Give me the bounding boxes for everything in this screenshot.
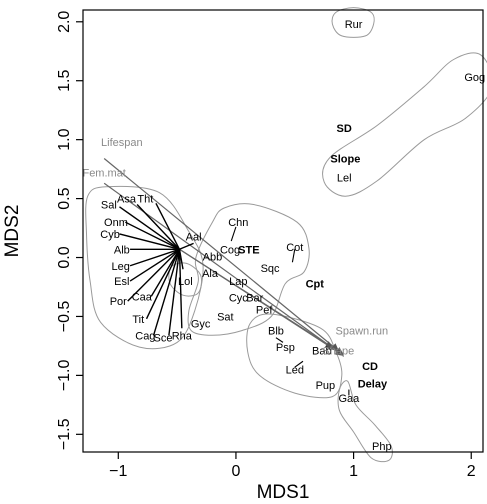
species-ray	[127, 248, 180, 302]
y-tick-label: −0.5	[56, 301, 73, 333]
leader-line	[230, 226, 237, 242]
species-label-pef: Pef	[256, 304, 273, 316]
species-ray	[155, 202, 181, 250]
group-hulls	[85, 7, 487, 463]
species-label-cyc: Cyc	[229, 293, 248, 305]
species-ray	[168, 249, 181, 336]
x-tick-label: 0	[231, 463, 240, 480]
hull-left-cluster	[85, 185, 204, 350]
vector-label-shape: Shape	[322, 346, 354, 358]
species-label-aal: Aal	[186, 231, 202, 243]
group-label-cd: CD	[362, 361, 378, 373]
species-label-bab: Bab	[312, 346, 332, 358]
lifespan-vector-line	[103, 158, 340, 352]
vector-label-lifespan: Lifespan	[101, 137, 143, 149]
leader-line	[294, 360, 304, 368]
species-label-lol: Lol	[178, 276, 193, 288]
hull-rur	[331, 7, 375, 38]
species-label-alb: Alb	[114, 244, 130, 256]
species-label-cot: Cot	[286, 242, 303, 254]
vector-arrows	[103, 158, 350, 396]
species-label-tit: Tit	[132, 314, 144, 326]
species-label-blb: Blb	[268, 326, 284, 338]
species-ray	[129, 248, 180, 267]
y-tick-label: −1.5	[56, 418, 73, 450]
species-label-asa: Asa	[117, 194, 137, 206]
species-ray	[152, 249, 181, 336]
y-tick-label: −1.0	[56, 359, 73, 391]
hull-gog-lel	[322, 52, 487, 197]
group-label-cpt: Cpt	[306, 278, 325, 290]
hull-ste-cluster	[187, 203, 310, 336]
species-label-lel: Lel	[337, 172, 352, 184]
hull-delay-cluster	[337, 380, 393, 463]
leader-line	[275, 337, 284, 343]
species-ray	[145, 248, 181, 320]
group-label-sd: SD	[337, 123, 352, 135]
species-label-sal: Sal	[101, 199, 117, 211]
species-label-caa: Caa	[132, 291, 153, 303]
y-tick-label: 0.0	[56, 246, 73, 268]
species-label-sqc: Sqc	[261, 263, 280, 275]
species-label-bar: Bar	[246, 293, 263, 305]
species-label-abb: Abb	[203, 251, 223, 263]
group-label-delay: Delay	[358, 379, 388, 391]
y-tick-label: 1.0	[56, 128, 73, 150]
species-label-leg: Leg	[111, 261, 129, 273]
species-label-onm: Onm	[104, 217, 128, 229]
species-label-pup: Pup	[316, 380, 336, 392]
species-label-chn: Chn	[228, 217, 248, 229]
species-label-rur: Rur	[345, 19, 363, 31]
species-label-cag: Cag	[135, 330, 155, 342]
x-tick-label: 1	[349, 463, 358, 480]
species-label-por: Por	[110, 296, 127, 308]
vector-label-fem-mat: Fem.mat	[82, 168, 125, 180]
species-ray	[150, 248, 181, 297]
species-label-lap: Lap	[229, 276, 247, 288]
species-label-ala: Ala	[202, 268, 219, 280]
x-axis: −1 0 1 2	[109, 452, 476, 480]
species-label-rha: Rha	[172, 330, 193, 342]
species-ray	[125, 221, 180, 250]
species-label-gaa: Gaa	[338, 393, 360, 405]
species-ray	[178, 249, 183, 329]
y-axis: −1.5 −1.0 −0.5 0.0 0.5 1.0 1.5 2.0	[56, 11, 83, 450]
species-ray	[179, 242, 194, 250]
species-ray	[119, 233, 180, 250]
y-tick-label: 0.5	[56, 187, 73, 209]
group-label-ste: STE	[238, 244, 259, 256]
y-tick-label: 2.0	[56, 11, 73, 33]
x-axis-title: MDS1	[257, 482, 310, 503]
vector-label-spawn-run: Spawn.run	[336, 326, 389, 338]
species-label-tht: Tht	[137, 194, 153, 206]
y-tick-label: 1.5	[56, 70, 73, 92]
x-tick-label: −1	[109, 463, 127, 480]
species-ray	[178, 249, 184, 270]
plot-frame	[82, 9, 484, 453]
y-axis-title: MDS2	[2, 205, 23, 258]
hull-lol	[168, 262, 203, 297]
leader-line	[291, 249, 296, 263]
species-ray	[136, 203, 180, 250]
group-label-slope: Slope	[330, 154, 360, 166]
species-label-led: Led	[286, 364, 304, 376]
species-ray	[129, 248, 180, 282]
species-label-cyb: Cyb	[100, 229, 120, 241]
species-label-sat: Sat	[217, 311, 234, 323]
species-label-cog: Cog	[220, 244, 240, 256]
species-ray	[119, 206, 180, 250]
species-label-esl: Esl	[114, 276, 129, 288]
species-label-php: Php	[372, 441, 392, 453]
species-label-sce: Sce	[154, 333, 173, 345]
species-label-psp: Psp	[276, 342, 295, 354]
species-label-gog: Gog	[464, 72, 485, 84]
shape-vector-line	[179, 248, 334, 349]
species-label-gyc: Gyc	[191, 319, 211, 331]
x-tick-label: 2	[467, 463, 476, 480]
